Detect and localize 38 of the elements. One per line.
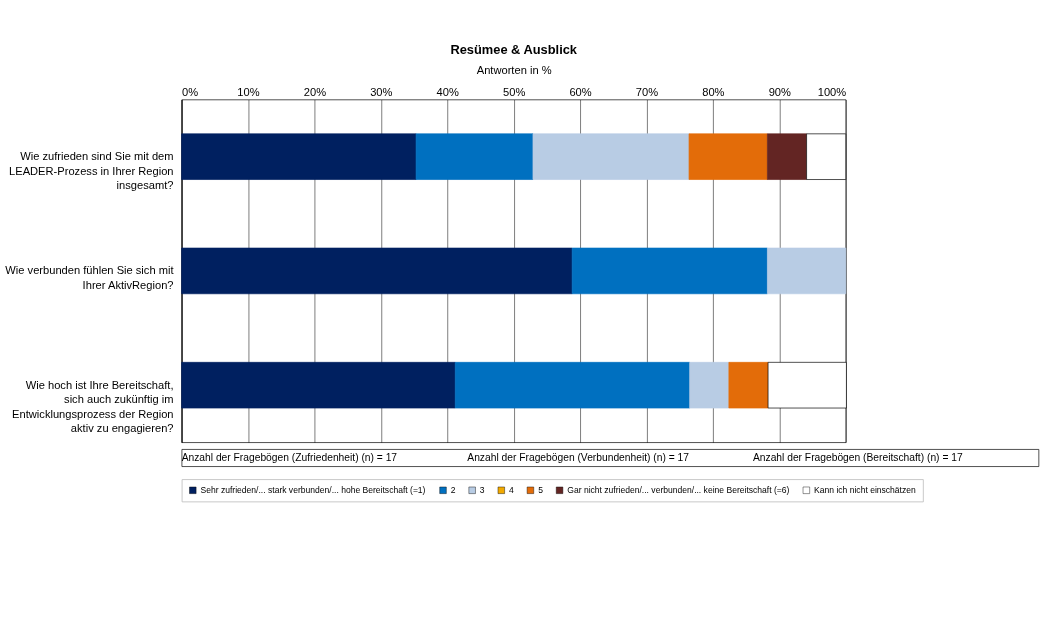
legend-label: 2 xyxy=(450,484,456,495)
legend-label: 5 xyxy=(538,484,544,495)
bar xyxy=(688,133,768,180)
bar xyxy=(454,361,691,409)
bar xyxy=(571,247,768,295)
bar xyxy=(728,361,769,409)
x-tick-label: 80% xyxy=(702,85,725,98)
x-tick-label: 20% xyxy=(303,85,327,98)
y-tick-label: Wie verbunden fühlen Sie sich mit Ihrer AktivRegion? xyxy=(5,264,175,291)
text: Anzahl der Fragebögen (Zufriedenheit) (n) = 17 xyxy=(181,452,398,464)
x-tick-label: 60% xyxy=(569,85,592,98)
bar xyxy=(415,133,534,180)
y-tick-label: Wie hoch ist Ihre Bereitschaft, sich auch zukünftig im Entwicklungsprozess der Region aktiv zu engagieren? xyxy=(12,378,174,435)
legend-label: Kann ich nicht einschätzen xyxy=(814,484,916,495)
legend-label: Sehr zufrieden/... stark verbunden/... hohe Bereitschaft (=1) xyxy=(200,484,426,495)
x-tick-label: 50% xyxy=(503,85,526,98)
bar xyxy=(532,133,690,180)
bar xyxy=(767,133,807,180)
x-tick-label: 30% xyxy=(370,85,393,98)
bar xyxy=(181,133,417,180)
x-tick-label: 40% xyxy=(436,85,459,98)
bar xyxy=(181,361,456,409)
bar xyxy=(181,247,573,295)
text: Anzahl der Fragebögen (Verbundenheit) (n) = 17 xyxy=(467,452,690,464)
legend-label: Gar nicht zufrieden/... verbunden/... keine Bereitschaft (=6) xyxy=(567,484,790,495)
x-tick-label: 70% xyxy=(635,85,659,98)
x-tick-label: 100% xyxy=(817,85,847,98)
x-tick-label: 10% xyxy=(237,85,260,98)
y-tick-label: Wie zufrieden sind Sie mit dem LEADER-Prozess in Ihrer Region insgesamt? xyxy=(9,150,174,192)
legend-label: 3 xyxy=(479,484,485,495)
bar xyxy=(689,361,730,409)
legend-label: 4 xyxy=(509,484,514,495)
x-tick-label: 90% xyxy=(768,85,792,98)
chart-title: Resümee & Ausblick xyxy=(450,42,578,58)
x-tick-label: 0% xyxy=(182,85,199,98)
text: Anzahl der Fragebögen (Bereitschaft) (n) = 17 xyxy=(752,452,963,464)
bar xyxy=(767,247,847,295)
x-axis-title: Antworten in % xyxy=(476,64,552,77)
